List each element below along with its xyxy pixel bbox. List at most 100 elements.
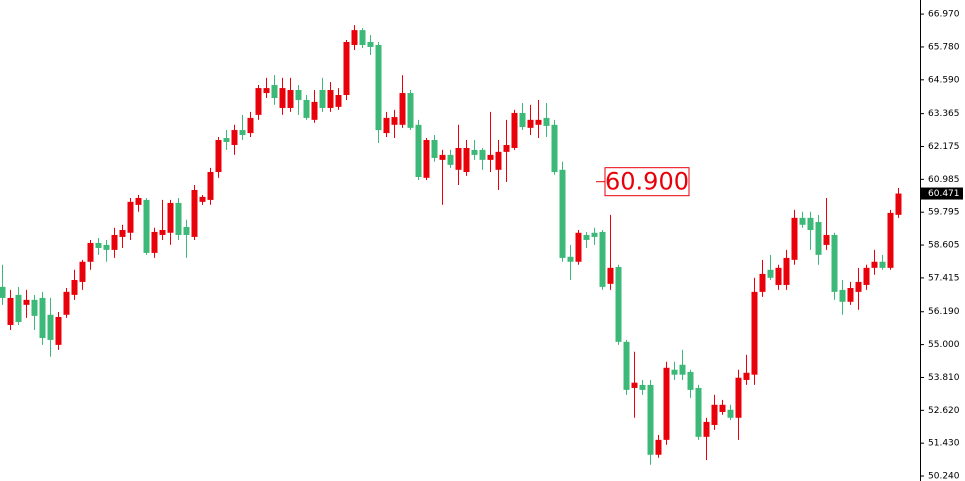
candle-body: [375, 45, 382, 131]
candle-body: [327, 90, 334, 108]
candle-body: [703, 421, 710, 437]
candle-body: [455, 148, 462, 170]
candle-body: [199, 196, 206, 202]
candle-body: [191, 189, 198, 237]
candle-body: [759, 273, 766, 292]
candle-body: [383, 117, 390, 134]
candle-body: [263, 88, 270, 94]
candle-body: [39, 297, 46, 338]
candle-body: [527, 119, 534, 128]
candle-body: [47, 314, 54, 340]
y-tick-label: 64.590: [928, 75, 960, 85]
candle-body: [407, 93, 414, 128]
candle-body: [295, 90, 302, 100]
candle-body: [31, 299, 38, 316]
annotation-box: [604, 167, 690, 197]
candle-body: [119, 230, 126, 237]
candle-body: [175, 202, 182, 235]
candle-body: [615, 267, 622, 342]
candle-body: [287, 90, 294, 108]
candle-body: [127, 201, 134, 233]
candle-body: [607, 267, 614, 284]
candle-body: [599, 231, 606, 287]
y-tick-label: 51.430: [928, 439, 960, 449]
candle-body: [359, 30, 366, 46]
candle-body: [591, 232, 598, 237]
candle-body: [63, 291, 70, 315]
candle-body: [367, 41, 374, 47]
candle-body: [311, 101, 318, 120]
candle-body: [671, 369, 678, 375]
candle-body: [55, 316, 62, 345]
candle-body: [239, 130, 246, 136]
current-price-label: 60.471: [928, 189, 960, 199]
candle-body: [391, 117, 398, 125]
candle-body: [95, 242, 102, 248]
candle-body: [439, 154, 446, 160]
candle-body: [767, 269, 774, 278]
y-tick-label: 63.365: [928, 109, 960, 119]
candle-body: [623, 341, 630, 390]
candle-body: [479, 149, 486, 160]
candle-body: [183, 226, 190, 235]
candle-body: [847, 287, 854, 302]
candle-body: [399, 93, 406, 125]
candle-body: [735, 377, 742, 418]
candle-body: [775, 267, 782, 285]
y-tick-label: 50.240: [928, 472, 960, 481]
candle-body: [143, 199, 150, 253]
candle-body: [303, 99, 310, 118]
y-tick-label: 66.970: [928, 10, 960, 20]
candle-body: [487, 154, 494, 160]
candle-body: [879, 261, 886, 268]
candle-body: [271, 85, 278, 99]
candle-body: [351, 30, 358, 46]
candle-body: [807, 217, 814, 231]
candle-body: [111, 234, 118, 250]
candle-body: [247, 117, 254, 134]
annotation-label: 60.900: [605, 168, 689, 196]
candle-body: [503, 144, 510, 152]
candle-body: [319, 90, 326, 108]
candle-body: [679, 364, 686, 375]
candle-body: [751, 291, 758, 375]
candle-body: [863, 267, 870, 285]
candle-body: [655, 439, 662, 455]
candle-body: [895, 193, 902, 215]
candle-body: [463, 148, 470, 173]
candle-body: [335, 94, 342, 107]
candle-body: [151, 231, 158, 253]
candle-body: [543, 117, 550, 126]
candle-body: [511, 112, 518, 148]
candle-body: [423, 139, 430, 178]
y-tick-label: 52.620: [928, 406, 960, 416]
candle-body: [551, 124, 558, 173]
candle-body: [79, 261, 86, 282]
candle-body: [887, 212, 894, 268]
candle-body: [567, 256, 574, 262]
candle-body: [471, 149, 478, 155]
candle-body: [159, 230, 166, 235]
candle-body: [87, 242, 94, 262]
y-tick-label: 58.605: [928, 241, 960, 251]
candle-body: [575, 232, 582, 262]
candle-body: [583, 234, 590, 240]
candle-body: [839, 289, 846, 302]
candle-body: [871, 261, 878, 268]
candle-body: [639, 384, 646, 390]
candle-body: [279, 88, 286, 108]
candle-body: [727, 409, 734, 418]
candle-body: [103, 244, 110, 250]
y-tick-label: 56.190: [928, 307, 960, 317]
candle-body: [535, 119, 542, 125]
candle-body: [815, 222, 822, 255]
candle-body: [415, 124, 422, 177]
candle-body: [135, 197, 142, 205]
candle-body: [711, 404, 718, 425]
candle-body: [695, 387, 702, 437]
y-tick-label: 65.780: [928, 42, 960, 52]
candle-body: [0, 286, 6, 298]
